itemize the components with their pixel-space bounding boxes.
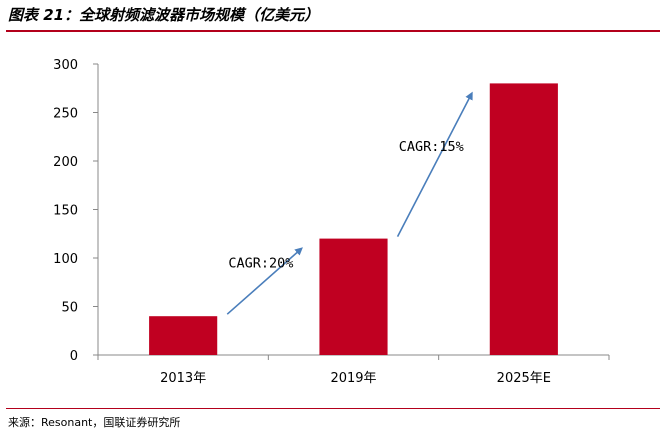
cagr-arrow: [226, 247, 303, 315]
bar-2025年E: [489, 83, 558, 356]
y-tick-label: 200: [53, 155, 78, 170]
x-tick-label: 2019年: [330, 371, 376, 386]
cagr-label: CAGR:15%: [399, 139, 464, 155]
y-tick-label: 300: [53, 58, 78, 73]
figure-title: 图表 21：全球射频滤波器市场规模（亿美元）: [8, 6, 320, 24]
cagr-arrow: [396, 91, 473, 237]
y-axis-ticks: 0 50 100 150 200 250 300: [53, 58, 98, 364]
bar-chart: 0 50 100 150 200 250 300 2013年 2019年 2025年E CAGR…: [53, 58, 610, 386]
bar-2013年: [149, 316, 218, 355]
x-axis-ticks: 2013年 2019年 2025年E: [97, 355, 610, 386]
cagr-annotations: CAGR:20% CAGR:15%: [226, 91, 473, 315]
y-tick-label: 150: [53, 204, 78, 219]
title-rule: [6, 30, 660, 32]
bars: [149, 83, 558, 356]
y-tick-label: 250: [53, 107, 78, 122]
y-tick-label: 0: [70, 349, 78, 364]
y-tick-label: 50: [61, 301, 78, 316]
cagr-label: CAGR:20%: [228, 255, 293, 271]
x-tick-label: 2013年: [160, 371, 206, 386]
y-tick-label: 100: [53, 252, 78, 267]
bar-2019年: [319, 238, 388, 355]
source-note: 来源：Resonant，国联证券研究所: [8, 416, 181, 429]
source-rule: [6, 408, 660, 409]
x-tick-label: 2025年E: [497, 371, 551, 386]
